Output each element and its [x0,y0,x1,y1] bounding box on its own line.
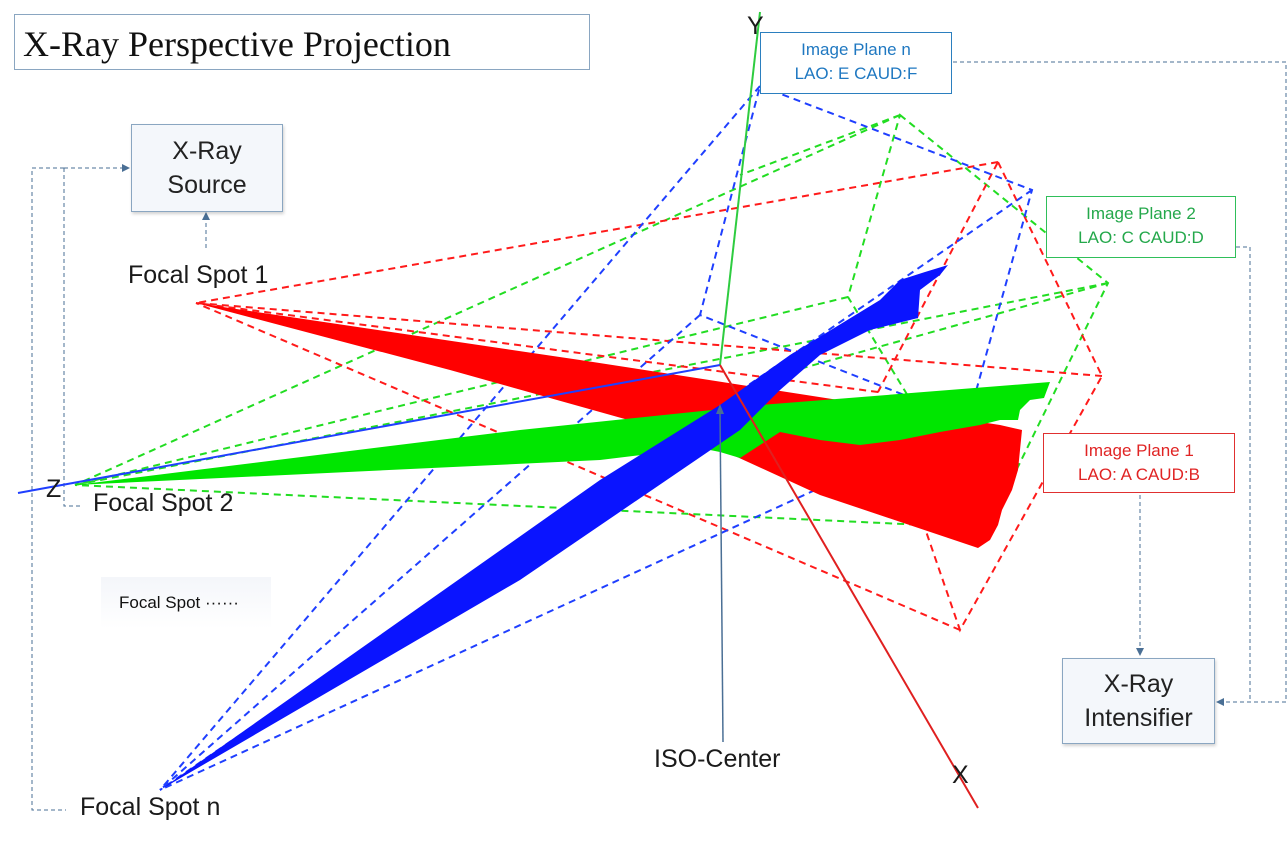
title-box: X-Ray Perspective Projection [14,14,590,70]
image-plane-1-box: Image Plane 1 LAO: A CAUD:B [1043,433,1235,493]
image-plane-2-name: Image Plane 2 [1086,204,1196,223]
xray-intensifier-line1: X-Ray [1103,670,1174,698]
image-plane-n-name: Image Plane n [801,40,911,59]
green-projection-wedge [75,382,1050,485]
axes [17,11,979,809]
z-axis-label: Z [46,475,62,503]
y-axis-label: Y [747,12,764,40]
connector-lines [31,61,1287,811]
image-plane-1-name: Image Plane 1 [1084,441,1194,460]
image-plane-n-box: Image Plane n LAO: E CAUD:F [760,32,952,94]
image-plane-2-angles: LAO: C CAUD:D [1078,228,1204,247]
xray-source-line1: X-Ray [172,137,242,165]
image-plane-n-angles: LAO: E CAUD:F [794,64,918,83]
xray-intensifier-box: X-Ray Intensifier [1062,658,1215,744]
xray-intensifier-line2: Intensifier [1084,704,1193,732]
image-plane-1-angles: LAO: A CAUD:B [1078,465,1200,484]
iso-center-arrowhead [716,404,724,414]
focal-spot-1-label: Focal Spot 1 [128,261,269,289]
x-axis-label: X [952,761,969,789]
xray-source-box: X-Ray Source [131,124,283,212]
iso-center-label: ISO-Center [654,745,781,773]
image-plane-2-box: Image Plane 2 LAO: C CAUD:D [1046,196,1236,258]
focal-spot-more-box: Focal Spot ······ [101,577,271,629]
xray-source-line2: Source [167,171,247,199]
blue-projection-wedge [160,265,948,790]
iso-center-pointer [719,409,724,743]
focal-spot-2-label: Focal Spot 2 [93,489,234,517]
focal-spot-n-label: Focal Spot n [80,793,221,821]
red-projection-wedge [196,303,1022,548]
connector-arrowheads [122,164,1224,706]
focal-spot-more-label: Focal Spot ······ [119,593,239,612]
page-title: X-Ray Perspective Projection [23,24,451,64]
